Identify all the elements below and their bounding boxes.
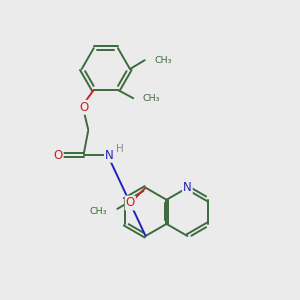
Text: O: O bbox=[126, 196, 135, 209]
Text: N: N bbox=[105, 149, 114, 162]
Text: CH₃: CH₃ bbox=[89, 207, 107, 216]
Text: H: H bbox=[116, 144, 124, 154]
Text: CH₃: CH₃ bbox=[154, 56, 172, 65]
Text: O: O bbox=[53, 149, 63, 162]
Text: O: O bbox=[79, 101, 88, 114]
Text: CH₃: CH₃ bbox=[142, 94, 160, 103]
Text: N: N bbox=[183, 181, 192, 194]
